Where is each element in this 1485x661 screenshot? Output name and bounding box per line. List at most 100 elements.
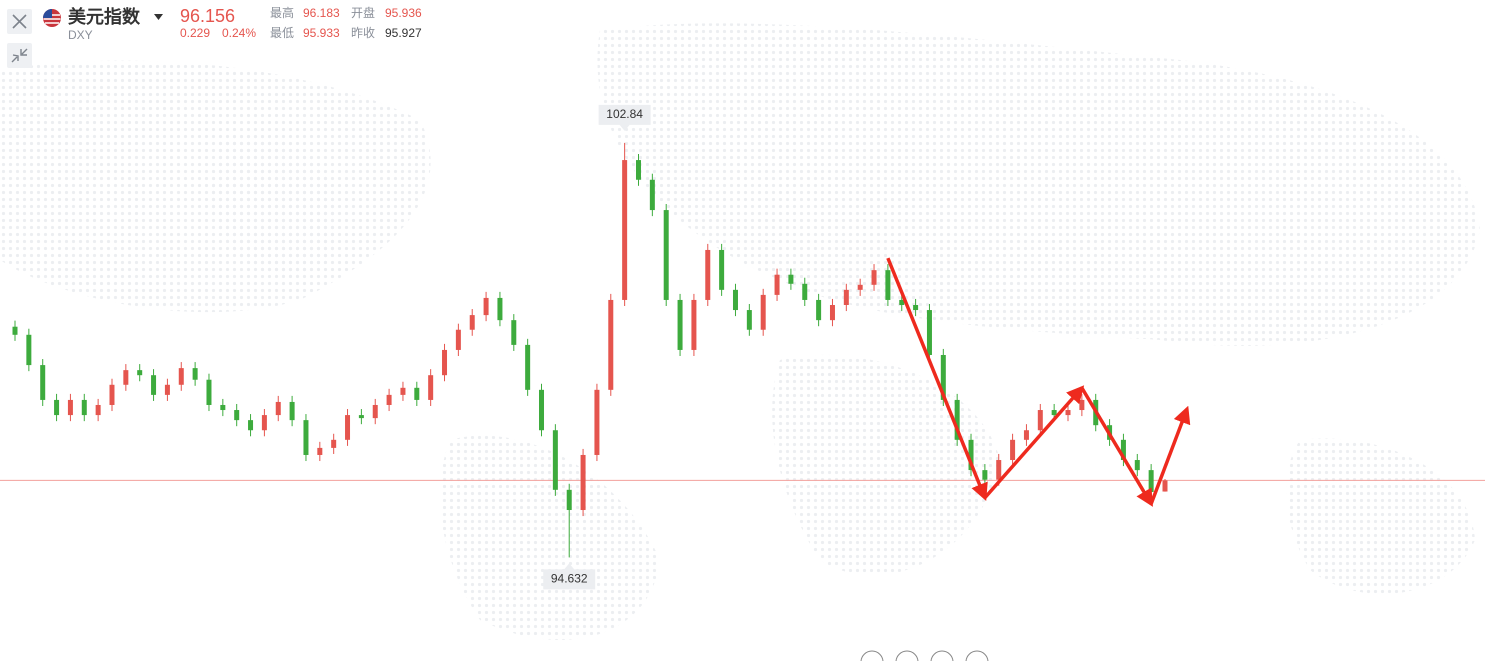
candle-body	[954, 399, 960, 440]
candle-body	[899, 299, 905, 305]
candle-body	[926, 310, 932, 355]
candle-body	[234, 410, 240, 421]
trend-arrow	[1149, 405, 1191, 505]
candle-body	[109, 384, 115, 405]
candle-body	[455, 329, 461, 350]
candle-body	[1120, 439, 1126, 461]
candle-body	[469, 315, 475, 330]
candle-body	[386, 394, 392, 405]
candle-body	[400, 387, 406, 395]
control-button[interactable]	[930, 650, 954, 661]
candle-body	[511, 320, 517, 345]
control-button[interactable]	[860, 650, 884, 661]
candle-body	[913, 304, 919, 311]
candle-body	[1010, 439, 1016, 461]
trend-arrow	[983, 385, 1085, 499]
candle-body	[1134, 460, 1140, 471]
candle-body	[95, 404, 101, 416]
candle-body	[151, 375, 157, 395]
candle-body	[788, 274, 794, 284]
candle-body	[1065, 410, 1071, 416]
candle-body	[843, 289, 849, 305]
candle-body	[40, 365, 46, 400]
candle-body	[594, 389, 600, 455]
candle-body	[760, 294, 766, 330]
candle-body	[275, 401, 281, 416]
candle-body	[303, 420, 309, 455]
candle-body	[1162, 480, 1168, 492]
candle-body	[248, 420, 254, 431]
control-button[interactable]	[965, 650, 989, 661]
candle-body	[54, 399, 60, 416]
stat-label: 最高	[270, 5, 294, 20]
dropdown-arrow[interactable]	[154, 14, 163, 20]
stat-label: 开盘	[351, 5, 375, 20]
shrink-button[interactable]	[7, 43, 32, 68]
close-button[interactable]	[7, 9, 32, 34]
candle-body	[372, 404, 378, 419]
candle-body	[705, 249, 711, 300]
price: 96.156	[180, 6, 235, 26]
candle-body	[732, 289, 738, 311]
flag-icon	[43, 9, 61, 27]
trend-arrow	[886, 257, 988, 502]
candle-body	[802, 283, 808, 300]
candle-body	[137, 370, 143, 376]
instrument-code: DXY	[68, 28, 93, 42]
candle-body	[317, 447, 323, 455]
candle-body	[746, 310, 752, 330]
low-marker-box	[543, 563, 596, 590]
candle-body	[691, 299, 697, 350]
candle-body	[1023, 430, 1029, 440]
candle-body	[206, 379, 212, 405]
candle-body	[635, 160, 641, 180]
control-button[interactable]	[895, 650, 919, 661]
candle-body	[539, 389, 545, 431]
candle-body	[442, 349, 448, 376]
candle-body	[1037, 410, 1043, 431]
candle-body	[26, 334, 32, 366]
stat-label: 最低	[270, 26, 294, 40]
candle-body	[261, 415, 267, 431]
candle-body	[968, 439, 974, 471]
candle-body	[331, 439, 337, 448]
zoom-controls	[860, 650, 989, 661]
stat-value: 95.927	[385, 26, 422, 40]
stat-value: 96.183	[303, 6, 340, 20]
candle-body	[649, 179, 655, 211]
candle-body	[982, 470, 988, 480]
candle-body	[67, 399, 73, 416]
candle-body	[829, 304, 835, 321]
candle-body	[857, 284, 863, 290]
candle-body	[552, 430, 558, 490]
candle-body	[220, 404, 226, 411]
stat-label: 昨收	[351, 26, 375, 40]
candle-body	[1079, 399, 1085, 411]
candle-body	[358, 415, 364, 419]
high-marker-box	[598, 104, 651, 131]
high-marker-label: 102.84	[606, 107, 643, 121]
world-map-background	[0, 23, 1480, 640]
stat-value: 95.933	[303, 26, 340, 40]
instrument-name: 美元指数	[68, 6, 141, 27]
candle-body	[12, 326, 18, 335]
candle-body	[608, 299, 614, 390]
candle-body	[192, 368, 198, 380]
candle-body	[622, 160, 628, 300]
candle-body	[663, 210, 669, 300]
low-marker-label: 94.632	[551, 572, 588, 586]
candle-body	[414, 387, 420, 400]
candle-body	[719, 249, 725, 290]
candle-body	[566, 489, 572, 511]
candle-body	[1051, 410, 1057, 416]
candle-body	[345, 415, 351, 440]
stat-value: 95.936	[385, 6, 422, 20]
candle-body	[1148, 470, 1154, 492]
candle-body	[497, 297, 503, 321]
candle-body	[164, 384, 170, 395]
candle-body	[885, 270, 891, 300]
candle-body	[580, 454, 586, 511]
candle-body	[178, 368, 184, 385]
candle-body	[123, 370, 129, 385]
